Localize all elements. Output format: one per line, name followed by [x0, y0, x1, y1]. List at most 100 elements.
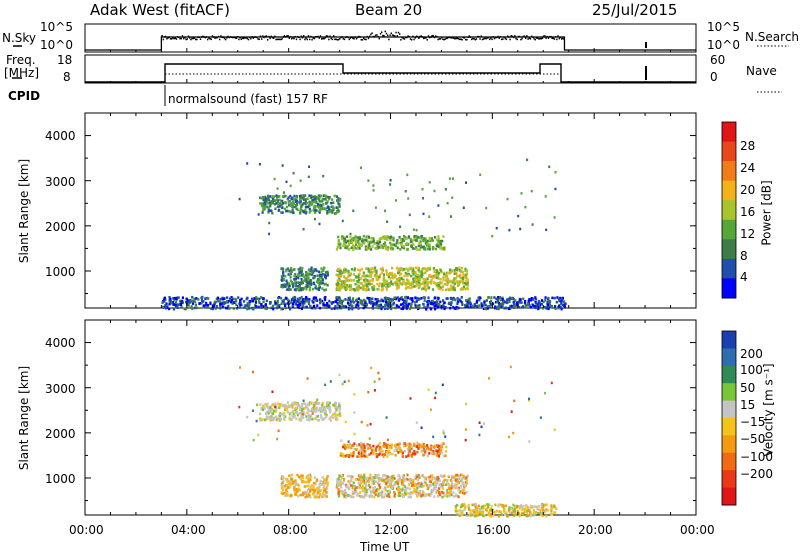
echo-cell [315, 493, 318, 497]
echo-cell [187, 301, 190, 304]
echo-cell [397, 305, 400, 309]
nsky-point [332, 35, 335, 37]
echo-cell [546, 509, 549, 512]
echo-cell [346, 287, 349, 291]
echo-cell [266, 201, 269, 205]
echo-cell [452, 279, 455, 283]
echo-cell [436, 495, 440, 498]
echo-cell [299, 211, 302, 215]
echo-cell [383, 235, 386, 238]
echo-cell [528, 397, 530, 401]
nsky-point [415, 35, 418, 38]
echo-cell [431, 288, 435, 291]
echo-cell [514, 510, 517, 513]
nsky-point [394, 35, 396, 37]
echo-cell [408, 447, 411, 450]
echo-cell [296, 488, 299, 491]
echo-cell [315, 269, 318, 273]
velocity-ytick-4000: 4000 [45, 336, 76, 350]
echo-cell [388, 272, 391, 275]
echo-cell [339, 453, 342, 457]
echo-cell [254, 301, 258, 304]
echo-cell [274, 410, 277, 413]
echo-cell [180, 300, 183, 304]
echo-cell [319, 481, 322, 485]
echo-cell [434, 307, 437, 311]
echo-cell [531, 506, 534, 509]
echo-cell [405, 242, 408, 245]
echo-cell [403, 235, 406, 238]
nsky-point [358, 35, 360, 38]
echo-cell [446, 202, 449, 205]
echo-cell [426, 283, 429, 286]
echo-cell [324, 296, 327, 299]
echo-cell [306, 492, 309, 495]
echo-cell [321, 278, 324, 281]
echo-cell [526, 512, 529, 515]
echo-cell [300, 405, 303, 409]
echo-cell [336, 417, 339, 421]
echo-cell [265, 411, 268, 414]
echo-cell [413, 235, 416, 238]
echo-cell [415, 281, 418, 284]
echo-cell [445, 279, 448, 282]
echo-cell [351, 490, 355, 494]
echo-cell [364, 277, 367, 281]
echo-cell [373, 268, 376, 272]
echo-cell [532, 298, 535, 301]
echo-cell [365, 239, 368, 242]
echo-cell [401, 238, 405, 241]
echo-cell [318, 483, 321, 486]
echo-cell [304, 202, 307, 205]
echo-cell [436, 480, 439, 483]
echo-cell [497, 504, 500, 508]
echo-cell [336, 279, 339, 282]
nsky-point [530, 35, 533, 38]
echo-cell [285, 180, 288, 184]
echo-cell [267, 207, 270, 210]
echo-cell [316, 205, 319, 208]
echo-cell [305, 271, 308, 274]
echo-cell [393, 281, 396, 284]
echo-cell [459, 511, 462, 514]
echo-cell [326, 405, 329, 408]
echo-cell [508, 509, 511, 512]
echo-cell [228, 297, 231, 300]
echo-cell [262, 202, 265, 206]
echo-cell [334, 417, 338, 421]
echo-cell [305, 280, 308, 283]
echo-cell [384, 300, 388, 304]
echo-cell [301, 281, 304, 285]
nsky-baseline [85, 36, 696, 51]
echo-cell [407, 279, 410, 282]
echo-cell [400, 276, 403, 280]
echo-cell [422, 296, 425, 299]
nsky-point [499, 35, 502, 38]
echo-cell [376, 274, 379, 278]
echo-cell [501, 304, 504, 307]
echo-cell [291, 482, 294, 485]
echo-cell [473, 302, 476, 306]
echo-cell [305, 476, 308, 480]
echo-cell [415, 488, 418, 492]
echo-cell [283, 304, 287, 307]
echo-cell [518, 512, 521, 516]
nsky-point [329, 35, 331, 38]
echo-cell [397, 478, 400, 482]
power-cb-tick-16: 16 [740, 205, 756, 219]
echo-cell [456, 486, 459, 489]
echo-cell [389, 281, 392, 285]
echo-cell [294, 277, 297, 281]
echo-cell [510, 304, 513, 308]
echo-cell [438, 284, 441, 287]
echo-cell [547, 298, 550, 301]
echo-cell [181, 296, 184, 299]
echo-cell [287, 273, 290, 276]
echo-cell [475, 301, 478, 304]
echo-cell [309, 486, 312, 489]
echo-cell [350, 494, 353, 498]
echo-cell [553, 296, 556, 300]
echo-cell [352, 238, 355, 242]
echo-cell [371, 245, 374, 248]
echo-cell [194, 300, 197, 304]
